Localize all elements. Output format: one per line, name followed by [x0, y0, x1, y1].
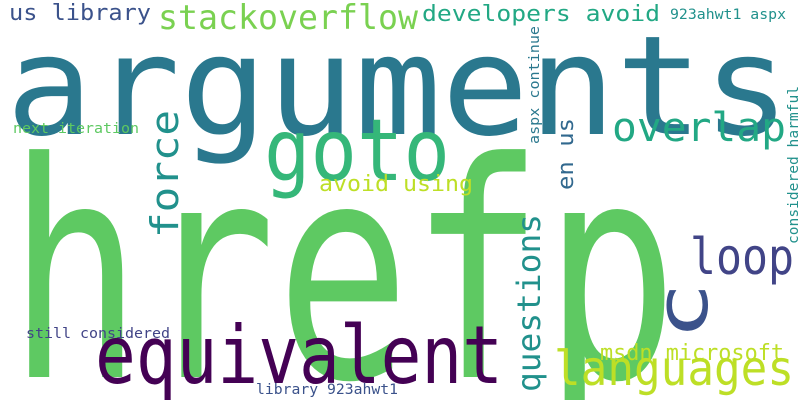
word-library-923ahwt1: library 923ahwt1 [256, 382, 398, 398]
word-next-iteration: next iteration [13, 121, 139, 137]
word-avoid-using: avoid using [319, 172, 473, 197]
word-stackoverflow: stackoverflow [158, 0, 419, 38]
word-developers-avoid: developers avoid [422, 2, 660, 27]
word-equivalent: equivalent [95, 309, 503, 400]
word-arguments: arguments [6, 6, 790, 167]
word-aspx-continue: aspx continue [527, 26, 543, 144]
word-loop: loop [690, 228, 794, 286]
word-923ahwt1-aspx: 923ahwt1 aspx [670, 7, 786, 23]
word-overlap: overlap [612, 105, 786, 151]
word-hrefp: hrefp [8, 99, 678, 400]
word-msdn-microsoft: msdn microsoft [600, 341, 784, 366]
word-considered-harmful: considered harmful [786, 86, 800, 244]
word-en-us: en us [554, 118, 579, 190]
word-force: force [143, 110, 187, 238]
word-c: c [640, 282, 724, 340]
word-still-considered: still considered [26, 326, 170, 342]
word-us-library: us library [9, 1, 151, 26]
word-goto: goto [264, 101, 450, 201]
word-languages: languages [554, 341, 794, 397]
word-questions: questions [510, 214, 548, 392]
